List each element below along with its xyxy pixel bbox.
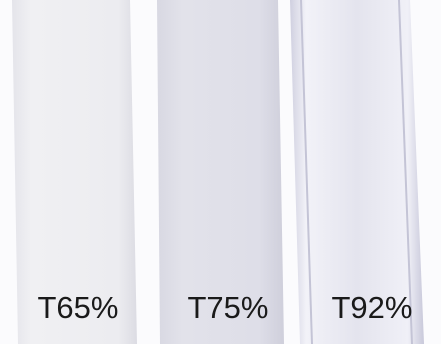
strip-edge <box>398 0 413 344</box>
strip-left <box>12 0 137 344</box>
label: T92% <box>332 290 413 325</box>
strip-right <box>290 0 424 344</box>
label: T75% <box>188 290 269 325</box>
label: T65% <box>38 290 119 325</box>
strip-edge <box>300 0 313 344</box>
strip-middle <box>157 0 284 344</box>
